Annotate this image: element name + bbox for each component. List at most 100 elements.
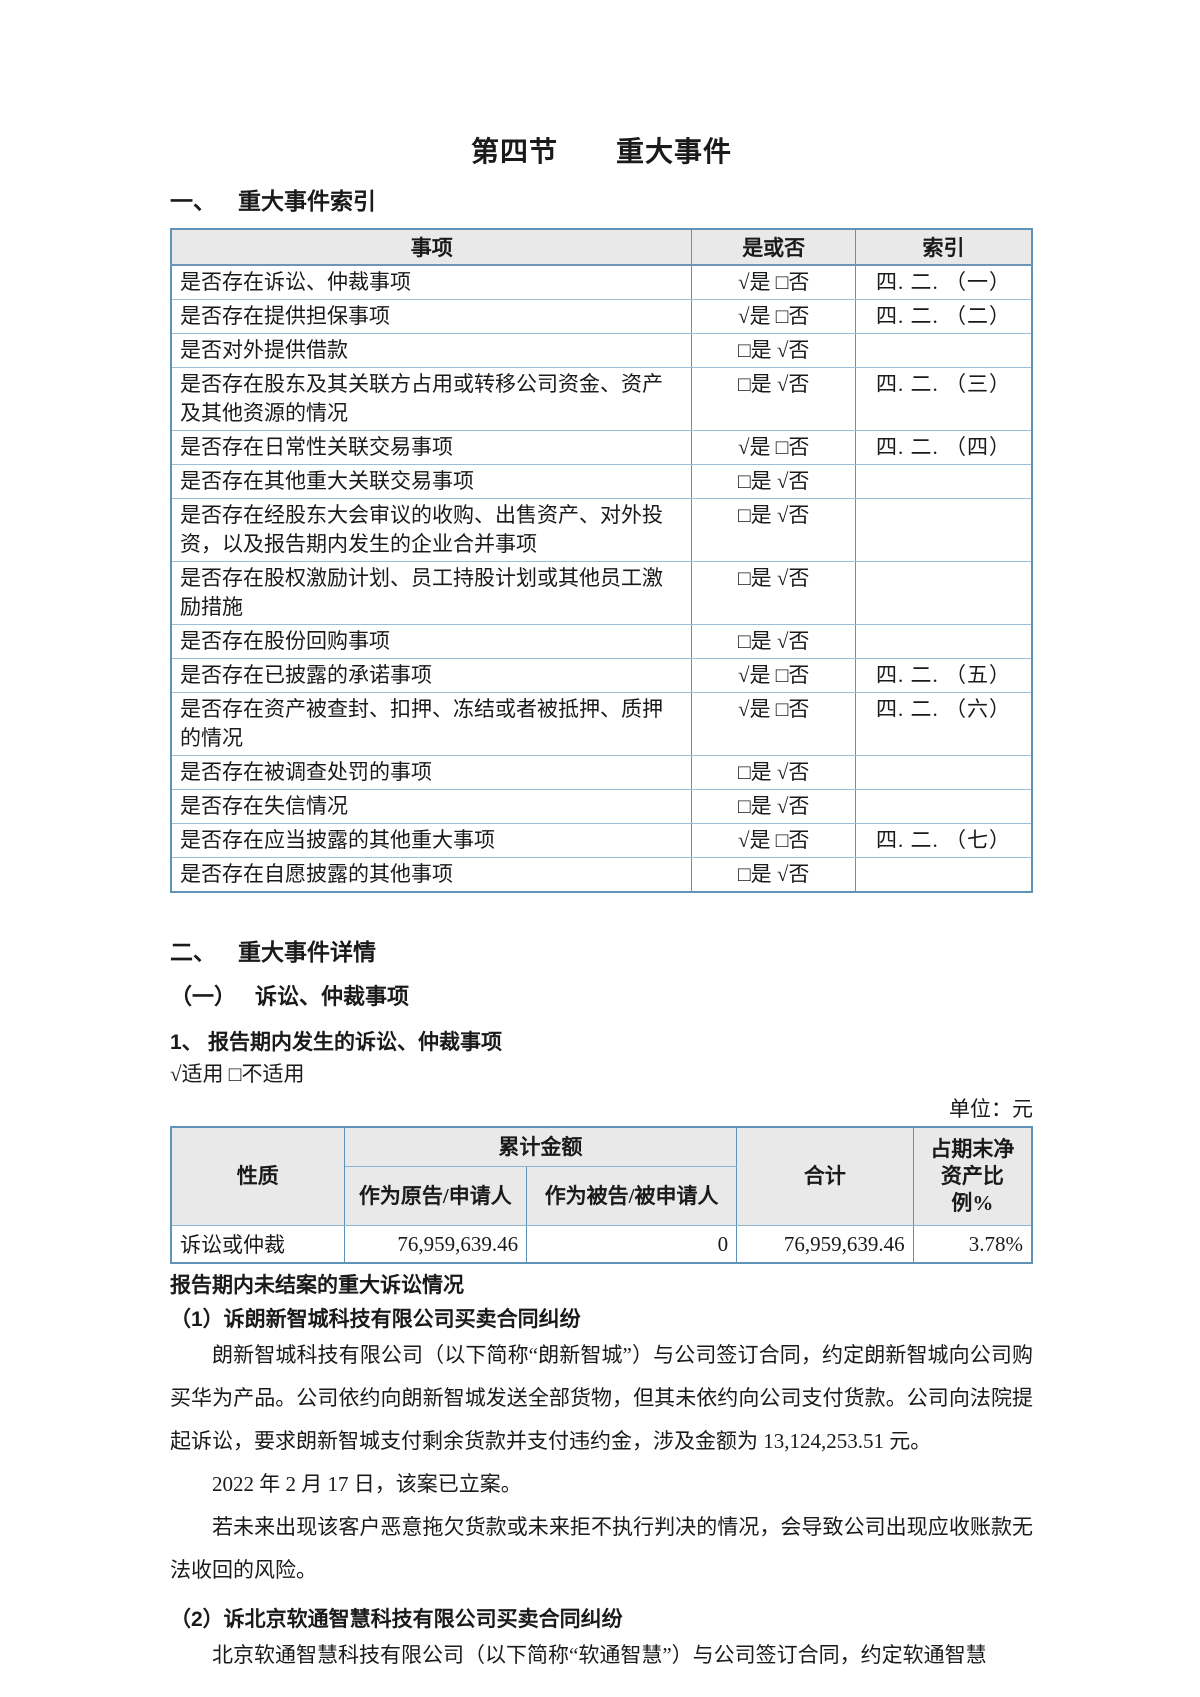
section-heading-details: 二、 重大事件详情 <box>170 937 1033 967</box>
index-table-row: 是否对外提供借款 □是 √否 <box>170 333 1033 368</box>
case1-paragraph-1: 朗新智城科技有限公司（以下简称“朗新智城”）与公司签订合同，约定朗新智城向公司购… <box>170 1343 1033 1453</box>
index-ref-cell <box>854 789 1033 824</box>
litigation-amount-table: 性质 累计金额 合计 占期末净资产比例% 作为原告/申请人 作为被告/被申请人 … <box>170 1126 1033 1264</box>
section-heading-text: 重大事件详情 <box>238 939 376 965</box>
index-table-row: 是否存在资产被查封、扣押、冻结或者被抵押、质押的情况 √是 □否 四. 二. （… <box>170 692 1033 756</box>
yes-no-cell: □是 √否 <box>691 624 856 659</box>
yes-no-cell: □是 √否 <box>691 333 856 368</box>
event-item-cell: 是否存在应当披露的其他重大事项 <box>170 823 693 858</box>
subsection-heading-text: 诉讼、仲裁事项 <box>255 984 410 1009</box>
applicability-line: √适用 □不适用 <box>170 1062 305 1086</box>
index-table-row: 是否存在提供担保事项 √是 □否 四. 二. （二） <box>170 299 1033 334</box>
index-ref-cell <box>854 464 1033 499</box>
yes-no-cell: □是 √否 <box>691 367 856 431</box>
index-table-row: 是否存在被调查处罚的事项 □是 √否 <box>170 755 1033 790</box>
subsection-number: （一） <box>170 984 237 1009</box>
case1-paragraph-2: 2022 年 2 月 17 日，该案已立案。 <box>212 1472 522 1496</box>
index-ref-cell: 四. 二. （五） <box>854 658 1033 693</box>
event-item-cell: 是否存在股份回购事项 <box>170 624 693 659</box>
yes-no-cell: √是 □否 <box>691 430 856 465</box>
yes-no-cell: √是 □否 <box>691 823 856 858</box>
fin-table-header-row-2: 作为原告/申请人 作为被告/被申请人 <box>171 1166 1032 1226</box>
event-item-cell: 是否存在诉讼、仲裁事项 <box>170 264 693 300</box>
event-item-cell: 是否存在资产被查封、扣押、冻结或者被抵押、质押的情况 <box>170 692 693 756</box>
column-header-defendant: 作为被告/被申请人 <box>526 1166 738 1226</box>
yes-no-cell: √是 □否 <box>691 658 856 693</box>
event-item-cell: 是否存在失信情况 <box>170 789 693 824</box>
section-number: 一、 <box>170 188 216 214</box>
event-item-cell: 是否存在其他重大关联交易事项 <box>170 464 693 499</box>
index-table-row: 是否存在经股东大会审议的收购、出售资产、对外投资，以及报告期内发生的企业合并事项… <box>170 498 1033 562</box>
section-number: 二、 <box>170 939 216 965</box>
nature-cell: 诉讼或仲裁 <box>170 1225 345 1264</box>
column-header-yesno: 是或否 <box>691 228 856 266</box>
index-table-row: 是否存在应当披露的其他重大事项 √是 □否 四. 二. （七） <box>170 823 1033 858</box>
pending-litigation-heading: 报告期内未结案的重大诉讼情况 <box>170 1274 464 1297</box>
index-ref-cell: 四. 二. （七） <box>854 823 1033 858</box>
index-table-row: 是否存在自愿披露的其他事项 □是 √否 <box>170 857 1033 893</box>
index-table-row: 是否存在股东及其关联方占用或转移公司资金、资产及其他资源的情况 □是 √否 四.… <box>170 367 1033 431</box>
index-ref-cell <box>854 333 1033 368</box>
yes-no-cell: □是 √否 <box>691 498 856 562</box>
item-heading-litigation-period: 1、 报告期内发生的诉讼、仲裁事项 <box>170 1029 1033 1056</box>
yes-no-cell: □是 √否 <box>691 857 856 893</box>
case2-heading: （2）诉北京软通智慧科技有限公司买卖合同纠纷 <box>170 1608 623 1631</box>
column-header-item: 事项 <box>170 228 693 266</box>
case2-paragraph-1: 北京软通智慧科技有限公司（以下简称“软通智慧”）与公司签订合同，约定软通智慧 <box>212 1643 987 1667</box>
yes-no-cell: √是 □否 <box>691 692 856 756</box>
index-table-row: 是否存在已披露的承诺事项 √是 □否 四. 二. （五） <box>170 658 1033 693</box>
column-header-index: 索引 <box>854 228 1033 266</box>
page-title: 第四节 重大事件 <box>470 136 732 167</box>
index-table-row: 是否存在诉讼、仲裁事项 √是 □否 四. 二. （一） <box>170 264 1033 300</box>
unit-label: 单位：元 <box>949 1097 1033 1121</box>
index-ref-cell <box>854 624 1033 659</box>
ratio-cell: 3.78% <box>912 1225 1033 1264</box>
section-heading-index: 一、 重大事件索引 <box>170 186 1033 216</box>
index-table-body: 是否存在诉讼、仲裁事项 √是 □否 四. 二. （一） 是否存在提供担保事项 √… <box>170 264 1033 893</box>
index-ref-cell: 四. 二. （三） <box>854 367 1033 431</box>
event-item-cell: 是否存在股东及其关联方占用或转移公司资金、资产及其他资源的情况 <box>170 367 693 431</box>
case1-heading: （1）诉朗新智城科技有限公司买卖合同纠纷 <box>170 1308 581 1331</box>
major-events-index-table: 事项 是或否 索引 是否存在诉讼、仲裁事项 √是 □否 四. 二. （一） 是否… <box>170 228 1033 893</box>
event-item-cell: 是否存在自愿披露的其他事项 <box>170 857 693 893</box>
case1-paragraph-3: 若未来出现该客户恶意拖欠货款或未来拒不执行判决的情况，会导致公司出现应收账款无法… <box>170 1515 1033 1582</box>
column-header-ratio: 占期末净资产比例% <box>912 1126 1033 1226</box>
index-table-row: 是否存在日常性关联交易事项 √是 □否 四. 二. （四） <box>170 430 1033 465</box>
subsection-heading-litigation: （一） 诉讼、仲裁事项 <box>170 983 1033 1011</box>
index-ref-cell <box>854 857 1033 893</box>
yes-no-cell: □是 √否 <box>691 755 856 790</box>
index-table-row: 是否存在股权激励计划、员工持股计划或其他员工激励措施 □是 √否 <box>170 561 1033 625</box>
yes-no-cell: √是 □否 <box>691 264 856 300</box>
item-number: 1、 <box>170 1031 203 1054</box>
total-amount-cell: 76,959,639.46 <box>736 1225 914 1264</box>
yes-no-cell: √是 □否 <box>691 299 856 334</box>
section-heading-text: 重大事件索引 <box>238 188 376 214</box>
column-header-total: 合计 <box>736 1126 914 1226</box>
event-item-cell: 是否存在日常性关联交易事项 <box>170 430 693 465</box>
index-ref-cell: 四. 二. （四） <box>854 430 1033 465</box>
event-item-cell: 是否存在经股东大会审议的收购、出售资产、对外投资，以及报告期内发生的企业合并事项 <box>170 498 693 562</box>
fin-table-header-row-1: 性质 累计金额 合计 占期末净资产比例% <box>170 1126 1033 1226</box>
event-item-cell: 是否存在被调查处罚的事项 <box>170 755 693 790</box>
event-item-cell: 是否存在股权激励计划、员工持股计划或其他员工激励措施 <box>170 561 693 625</box>
yes-no-cell: □是 √否 <box>691 561 856 625</box>
plaintiff-amount-cell: 76,959,639.46 <box>343 1225 528 1264</box>
index-ref-cell <box>854 498 1033 562</box>
index-table-row: 是否存在其他重大关联交易事项 □是 √否 <box>170 464 1033 499</box>
yes-no-cell: □是 √否 <box>691 789 856 824</box>
fin-table-data-row: 诉讼或仲裁 76,959,639.46 0 76,959,639.46 3.78… <box>170 1225 1033 1264</box>
column-header-plaintiff: 作为原告/申请人 <box>343 1166 528 1226</box>
index-ref-cell <box>854 755 1033 790</box>
index-table-row: 是否存在失信情况 □是 √否 <box>170 789 1033 824</box>
column-header-cumulative: 累计金额 <box>343 1126 738 1167</box>
index-ref-cell <box>854 561 1033 625</box>
column-header-nature: 性质 <box>170 1126 345 1226</box>
yes-no-cell: □是 √否 <box>691 464 856 499</box>
event-item-cell: 是否存在已披露的承诺事项 <box>170 658 693 693</box>
index-ref-cell: 四. 二. （一） <box>854 264 1033 300</box>
index-table-header-row: 事项 是或否 索引 <box>170 228 1033 266</box>
index-table-row: 是否存在股份回购事项 □是 √否 <box>170 624 1033 659</box>
defendant-amount-cell: 0 <box>526 1225 738 1264</box>
event-item-cell: 是否对外提供借款 <box>170 333 693 368</box>
